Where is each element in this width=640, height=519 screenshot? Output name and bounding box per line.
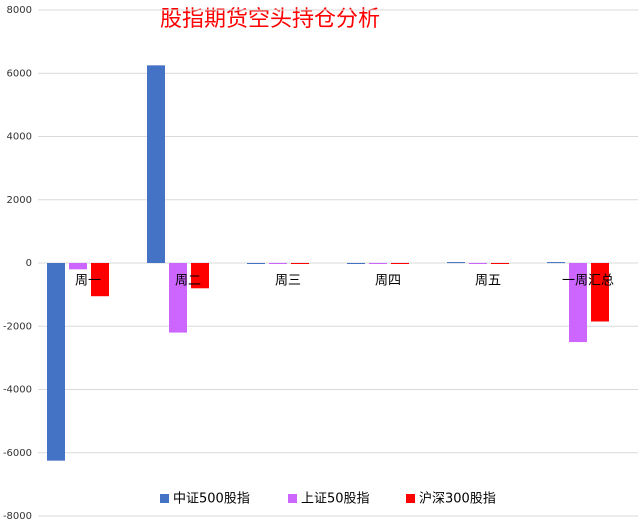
y-tick-label: -4000 [3, 385, 32, 396]
bar [369, 263, 387, 264]
legend-label: 上证50股指 [301, 492, 370, 507]
x-tick-label: 周一 [75, 274, 101, 289]
bar [47, 263, 65, 461]
y-tick-label: -8000 [3, 511, 32, 519]
bar [147, 65, 165, 263]
bar [347, 263, 365, 264]
y-tick-label: 4000 [7, 132, 32, 143]
x-tick-label: 周二 [175, 274, 201, 289]
bar [269, 263, 287, 264]
y-tick-label: -2000 [3, 321, 32, 332]
legend-swatch [288, 494, 297, 503]
bar [91, 263, 109, 297]
bar [169, 263, 187, 333]
chart-title: 股指期货空头持仓分析 [160, 7, 380, 32]
y-tick-label: 2000 [7, 195, 32, 206]
bar [491, 263, 509, 264]
bar [69, 263, 87, 270]
bar [547, 262, 565, 264]
y-tick-label: -6000 [3, 448, 32, 459]
y-tick-label: 6000 [7, 68, 32, 79]
bar [447, 262, 465, 264]
bar [191, 263, 209, 289]
bar [391, 263, 409, 264]
bar [569, 263, 587, 343]
x-tick-label: 周三 [275, 274, 301, 289]
legend-label: 中证500股指 [173, 492, 250, 507]
x-tick-label: 周四 [375, 274, 401, 289]
legend-label: 沪深300股指 [419, 491, 496, 507]
bar [591, 263, 609, 322]
bar [291, 263, 309, 264]
bar [247, 263, 265, 264]
legend-swatch [406, 494, 415, 503]
legend-swatch [160, 494, 169, 503]
y-tick-label: 0 [26, 258, 32, 269]
x-tick-label: 一周汇总 [562, 274, 614, 289]
x-tick-label: 周五 [475, 274, 501, 289]
y-tick-label: 8000 [7, 5, 32, 16]
bar [469, 263, 487, 264]
